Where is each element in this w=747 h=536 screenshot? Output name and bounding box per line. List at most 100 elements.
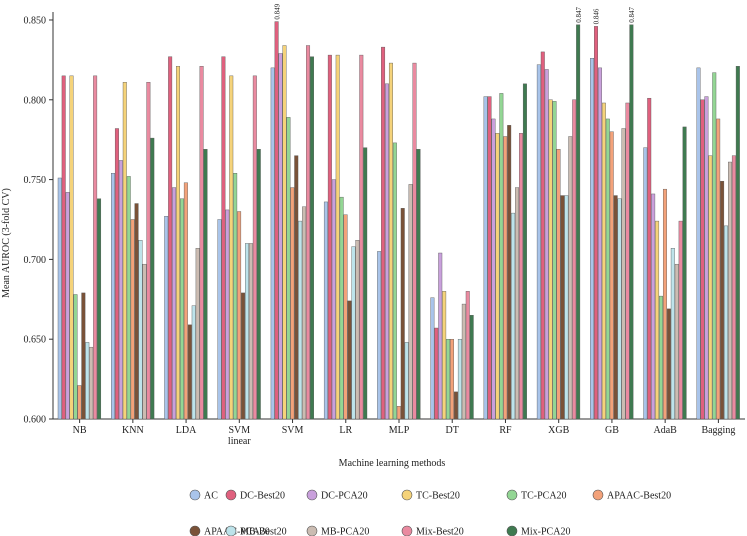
- bars: [57, 21, 740, 420]
- bar: [503, 136, 508, 420]
- bar: [229, 75, 234, 420]
- y-tick-label: 0.700: [24, 255, 47, 266]
- bar: [203, 149, 208, 420]
- bar: [359, 54, 364, 420]
- bar: [138, 240, 143, 420]
- bar: [408, 184, 413, 420]
- legend-swatch: [506, 525, 518, 536]
- legend-label: TC-Best20: [416, 491, 460, 502]
- legend-swatch: [401, 489, 413, 501]
- bar: [245, 243, 249, 420]
- bar: [81, 292, 86, 420]
- bar: [670, 248, 675, 420]
- legend-swatch: [592, 489, 604, 501]
- bar: [89, 346, 94, 420]
- y-tick-label: 0.850: [24, 15, 47, 26]
- bar: [461, 303, 466, 420]
- y-tick-label: 0.650: [24, 335, 47, 346]
- legend-label: DC-PCA20: [321, 491, 368, 502]
- bar: [256, 149, 261, 420]
- bar: [187, 324, 192, 420]
- bar: [720, 180, 725, 420]
- bar: [298, 220, 303, 420]
- x-tick-label: Bagging: [701, 425, 735, 436]
- bar: [625, 102, 630, 420]
- x-tick-label: linear: [228, 436, 251, 447]
- bar: [647, 97, 652, 420]
- data-label: 0.847: [628, 7, 636, 23]
- bar: [385, 83, 389, 420]
- bar: [416, 149, 421, 420]
- bar: [191, 305, 196, 420]
- bar: [594, 26, 598, 420]
- data-label: 0.849: [273, 3, 281, 19]
- bar: [469, 315, 474, 420]
- bar: [61, 75, 66, 420]
- bar: [237, 211, 242, 420]
- bar: [248, 243, 253, 420]
- bar: [655, 220, 660, 420]
- bar: [682, 126, 687, 420]
- legend-swatch: [401, 525, 413, 536]
- bar: [674, 263, 679, 420]
- bar: [507, 125, 512, 420]
- bar: [97, 198, 102, 420]
- bar: [172, 187, 177, 420]
- bar: [199, 66, 204, 420]
- bar: [708, 155, 713, 420]
- bar: [57, 177, 62, 420]
- bar: [724, 225, 729, 420]
- bar: [621, 128, 626, 420]
- bar: [613, 195, 618, 420]
- bar: [700, 99, 705, 420]
- legend-swatch: [225, 489, 237, 501]
- bar: [343, 214, 348, 420]
- legend-swatch: [225, 525, 237, 536]
- bar: [93, 75, 98, 420]
- bar: [323, 201, 328, 420]
- x-tick-label: KNN: [122, 425, 144, 436]
- bar: [704, 96, 709, 420]
- bar: [548, 99, 553, 420]
- bar: [363, 147, 368, 420]
- bar: [77, 385, 82, 420]
- bar: [69, 75, 74, 420]
- bar: [294, 155, 299, 420]
- bar: [306, 45, 311, 420]
- bar: [651, 193, 656, 420]
- y-tick-label: 0.600: [24, 415, 47, 426]
- bar: [716, 118, 721, 420]
- bar: [114, 128, 119, 420]
- bar: [617, 198, 622, 420]
- bar: [286, 117, 291, 420]
- bar: [564, 195, 569, 420]
- x-tick-label: LR: [339, 425, 352, 436]
- bar: [179, 198, 184, 420]
- x-tick-label: MLP: [389, 425, 410, 436]
- bar: [118, 160, 123, 420]
- axes: 0.600 0.650 0.700 0.750 0.800 0.850 NB KNN LDA SV…: [24, 12, 745, 447]
- bar: [457, 338, 462, 420]
- bar: [73, 294, 78, 420]
- bar: [643, 147, 648, 420]
- bar: [351, 246, 356, 420]
- bar: [434, 327, 439, 420]
- bar: [164, 216, 169, 420]
- bar: [233, 173, 238, 420]
- x-tick-label: SVM: [282, 425, 304, 436]
- bar: [65, 192, 70, 420]
- legend: AC DC-Best20 DC-PCA20 TC-Best20 TC-PCA20 APAA…: [189, 489, 671, 536]
- bar: [388, 62, 393, 420]
- bar: [662, 188, 667, 420]
- x-tick-label: SVM: [228, 425, 250, 436]
- bar: [515, 187, 520, 420]
- bar: [540, 51, 545, 420]
- bar: [442, 291, 447, 420]
- bar: [438, 252, 443, 420]
- x-tick-label: GB: [605, 425, 619, 436]
- bar: [495, 133, 500, 420]
- bar: [331, 179, 336, 420]
- bar: [552, 101, 557, 420]
- bar: [450, 338, 454, 420]
- bar: [396, 406, 401, 420]
